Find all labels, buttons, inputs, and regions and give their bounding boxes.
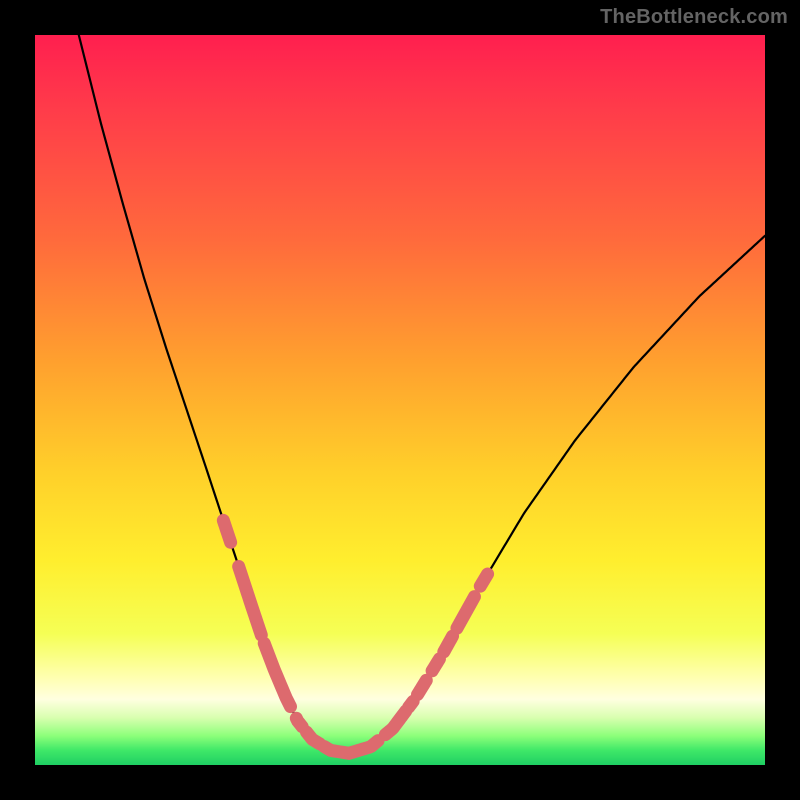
curve-marker-segment: [418, 680, 427, 694]
curve-marker-segment: [264, 643, 290, 706]
plot-area: [35, 35, 765, 765]
watermark-text: TheBottleneck.com: [600, 6, 788, 29]
curve-marker-segment: [385, 711, 405, 735]
curve-marker-segment: [480, 574, 487, 586]
curve-marker-segment: [307, 732, 320, 744]
curve-marker-segment: [432, 659, 439, 671]
chart-frame: TheBottleneck.com: [0, 0, 800, 800]
chart-svg: [35, 35, 765, 765]
curve-marker-segment: [457, 597, 475, 629]
curve-marker-segment: [444, 636, 453, 652]
curve-marker-segment: [239, 566, 262, 635]
curve-marker-segment: [223, 520, 230, 542]
curve-marker-segment: [324, 741, 378, 754]
bottleneck-curve: [79, 35, 765, 753]
marker-group: [223, 520, 487, 753]
curve-marker-segment: [409, 701, 413, 707]
curve-marker-segment: [296, 718, 302, 726]
